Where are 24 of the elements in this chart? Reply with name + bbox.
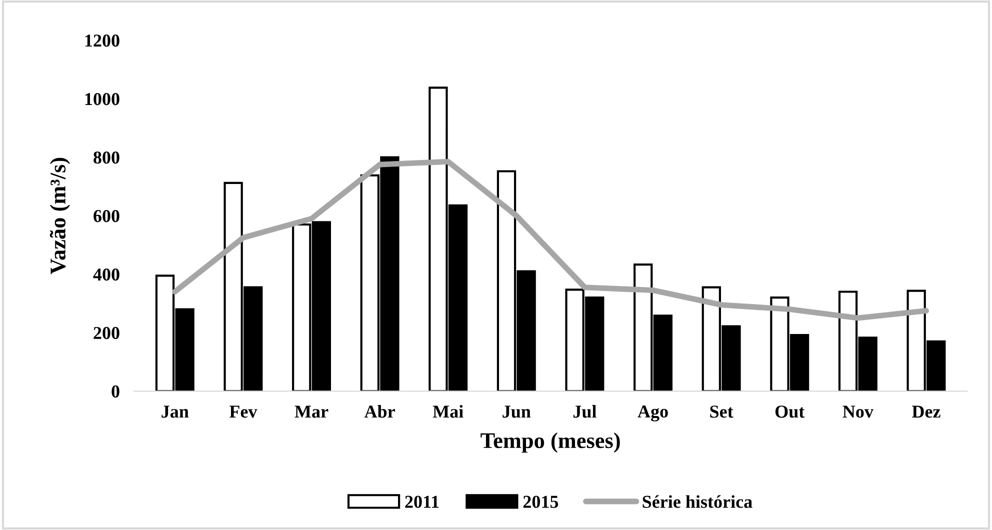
x-tick-label: Fev xyxy=(229,406,258,418)
x-tick-label: Mar xyxy=(294,406,328,418)
x-tick-label: Set xyxy=(710,406,734,418)
legend-label: 2015 xyxy=(523,496,558,508)
x-tick-label: Nov xyxy=(842,406,874,418)
y-tick-label: 1000 xyxy=(85,93,120,106)
y-axis-title: Vazão (m³/s) xyxy=(50,158,70,274)
x-tick-label: Out xyxy=(775,406,805,418)
x-tick-label: Dez xyxy=(912,406,940,418)
x-tick-label: Abr xyxy=(364,405,395,418)
y-tick-label: 400 xyxy=(93,268,120,281)
x-tick-label: Jan xyxy=(162,406,189,418)
legend-label: 2011 xyxy=(405,496,439,508)
x-tick-label: Mai xyxy=(432,405,464,418)
x-tick-label: Jul xyxy=(573,405,596,418)
x-tick-label: Ago xyxy=(638,405,668,422)
x-axis-title: Tempo (meses) xyxy=(480,432,620,453)
x-tick-label: Jun xyxy=(502,406,531,418)
y-tick-label: 200 xyxy=(94,326,120,340)
legend-label: Série histórica xyxy=(642,495,752,508)
y-tick-label: 600 xyxy=(94,210,120,222)
y-tick-label: 800 xyxy=(94,151,120,164)
y-tick-label: 0 xyxy=(112,385,120,398)
y-tick-label: 1200 xyxy=(85,34,120,47)
